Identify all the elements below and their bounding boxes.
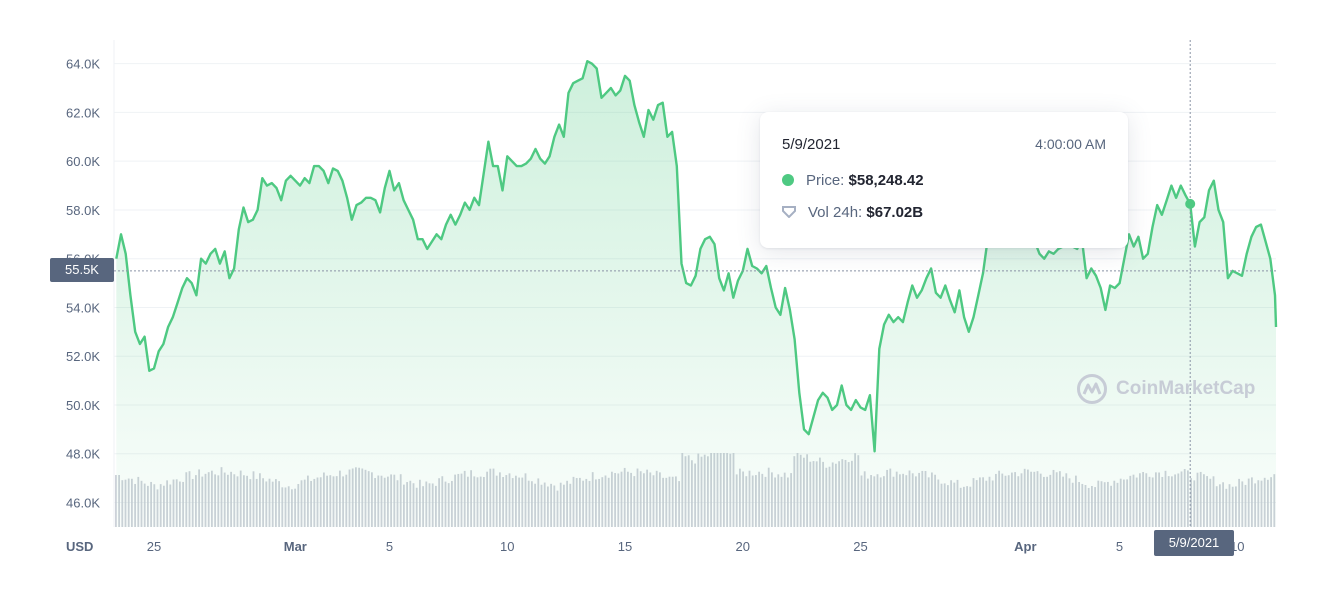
y-tick-label: 62.0K [66, 105, 100, 120]
x-tick-label: 5 [386, 539, 393, 554]
y-tick-label: 60.0K [66, 154, 100, 169]
y-tick-label: 54.0K [66, 300, 100, 315]
x-tick-label: Apr [1014, 539, 1036, 554]
y-tick-label: 48.0K [66, 447, 100, 462]
y-tick-label: 64.0K [66, 57, 100, 72]
crosshair-x-flag: 5/9/2021 [1154, 530, 1234, 556]
tooltip-volume-label: Vol 24h: [808, 204, 863, 221]
x-tick-label: 20 [736, 539, 750, 554]
tooltip-price-value: $58,248.42 [848, 172, 924, 189]
x-tick-label: 5 [1116, 539, 1123, 554]
tooltip-price-row: Price: $58,248.42 [782, 172, 924, 189]
price-area [116, 61, 1276, 527]
crosshair-y-flag: 55.5K [50, 258, 114, 282]
volume-shield-icon [782, 206, 796, 218]
y-axis: 46.0K48.0K50.0K52.0K54.0K56.0K58.0K60.0K… [66, 57, 100, 511]
x-tick-label: 25 [147, 539, 161, 554]
hover-tooltip: 5/9/2021 4:00:00 AM Price: $58,248.42 Vo… [760, 112, 1128, 248]
x-axis: 25 Mar 5 10 15 20 25 Apr 5 10 [147, 539, 1245, 554]
x-tick-label: 15 [618, 539, 632, 554]
tooltip-date: 5/9/2021 [782, 136, 841, 153]
y-tick-label: 52.0K [66, 349, 100, 364]
x-tick-label: Mar [284, 539, 307, 554]
currency-unit-label: USD [66, 539, 93, 554]
tooltip-time: 4:00:00 AM [1035, 136, 1106, 152]
watermark: CoinMarketCap [1076, 372, 1255, 406]
y-tick-label: 50.0K [66, 398, 100, 413]
tooltip-volume-row: Vol 24h: $67.02B [782, 204, 923, 221]
x-tick-label: 10 [500, 539, 514, 554]
hover-point [1185, 198, 1196, 209]
tooltip-header: 5/9/2021 4:00:00 AM [782, 136, 1106, 153]
x-tick-label: 25 [853, 539, 867, 554]
price-line [115, 60, 1278, 453]
watermark-text: CoinMarketCap [1116, 378, 1256, 399]
y-tick-label: 58.0K [66, 203, 100, 218]
coinmarketcap-logo-icon [1077, 374, 1107, 404]
volume-bar [115, 475, 117, 527]
tooltip-volume-value: $67.02B [866, 204, 924, 221]
y-tick-label: 46.0K [66, 496, 100, 511]
price-dot-icon [782, 174, 794, 186]
tooltip-price-label: Price: [806, 172, 845, 189]
